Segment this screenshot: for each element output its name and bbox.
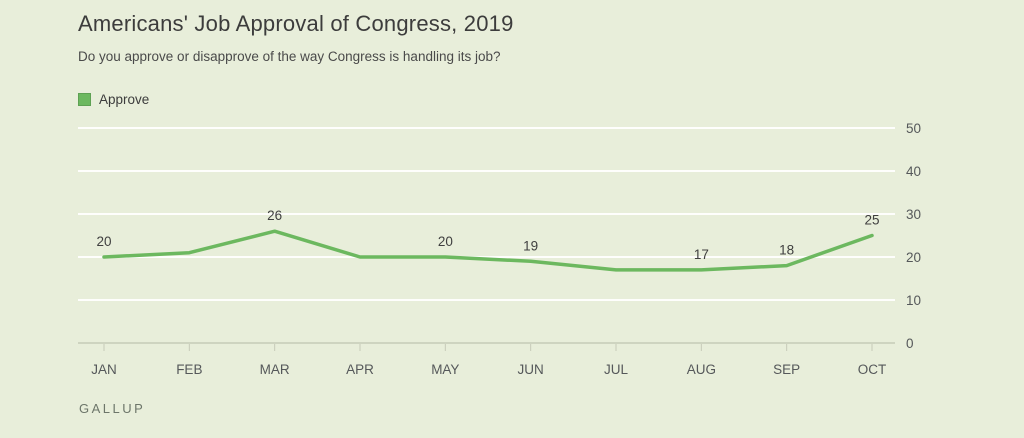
y-axis-label-10: 10 [906, 293, 921, 308]
y-axis-label-0: 0 [906, 336, 914, 351]
approve-series-label: Approve [99, 92, 150, 107]
y-axis-label-20: 20 [906, 250, 921, 265]
x-axis-label-sep: SEP [773, 362, 800, 377]
chart-title: Americans' Job Approval of Congress, 201… [78, 11, 514, 36]
data-label-may: 20 [438, 234, 453, 249]
y-axis-label-40: 40 [906, 164, 921, 179]
data-label-oct: 25 [864, 213, 879, 228]
legend: Approve [78, 92, 149, 107]
x-axis-label-may: MAY [431, 362, 459, 377]
x-axis-label-aug: AUG [687, 362, 716, 377]
approve-series-swatch [78, 93, 91, 106]
x-axis-label-apr: APR [346, 362, 374, 377]
y-axis-label-30: 30 [906, 207, 921, 222]
approve-series-line [102, 229, 874, 272]
data-label-sep: 18 [779, 243, 794, 258]
data-label-jun: 19 [523, 238, 538, 253]
x-axis-label-feb: FEB [176, 362, 202, 377]
x-axis-label-jan: JAN [91, 362, 117, 377]
source-label: GALLUP [79, 401, 146, 416]
y-axis-label-50: 50 [906, 121, 921, 136]
x-axis-label-mar: MAR [260, 362, 290, 377]
x-axis-label-jul: JUL [604, 362, 628, 377]
data-label-mar: 26 [267, 208, 282, 223]
chart-subtitle: Do you approve or disapprove of the way … [78, 49, 501, 64]
data-label-jan: 20 [96, 234, 111, 249]
x-axis-label-oct: OCT [858, 362, 887, 377]
x-axis-label-jun: JUN [518, 362, 544, 377]
data-label-aug: 17 [694, 247, 709, 262]
